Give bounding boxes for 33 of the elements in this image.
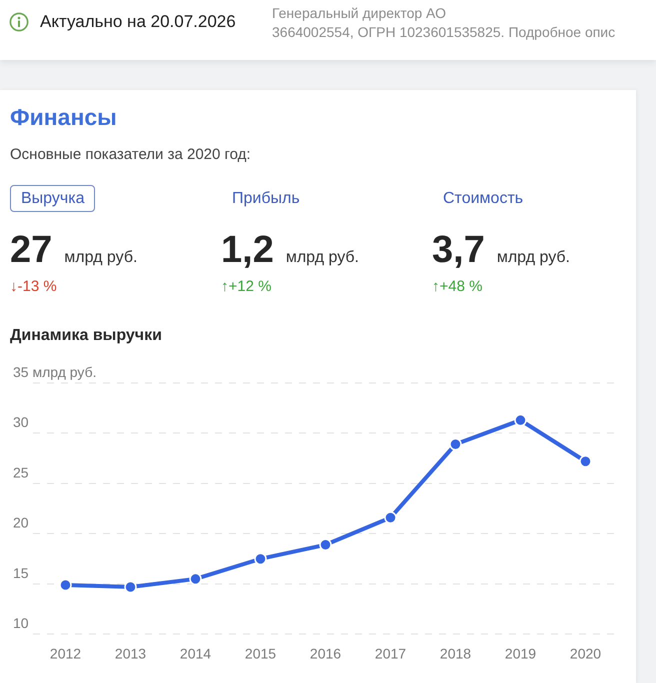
- text: ↑+48 %: [432, 278, 482, 296]
- text: ↑+12 %: [221, 278, 272, 296]
- text: ↓-13 %: [10, 278, 57, 296]
- text: Генеральный директор АО: [272, 4, 446, 23]
- x-tick-label: 2019: [504, 645, 536, 662]
- y-tick-label: 10: [13, 615, 29, 632]
- x-tick-label: 2012: [50, 645, 82, 662]
- x-tick-label: 2016: [310, 645, 342, 662]
- y-tick-label: 25: [13, 464, 29, 480]
- text: 1,2: [221, 229, 274, 271]
- x-tick-label: 2013: [114, 645, 146, 662]
- text: 3,7: [432, 229, 485, 271]
- text: млрд руб.: [496, 249, 570, 266]
- y-tick-label: 15: [13, 564, 29, 581]
- x-tick-label: 2014: [180, 645, 212, 662]
- text: Выручка: [21, 189, 84, 209]
- text: Прибыль: [232, 189, 300, 209]
- x-tick-label: 2018: [440, 645, 472, 662]
- x-tick-label: 2020: [570, 645, 602, 662]
- text: 3664002554, ОГРН 1023601535825. Подробное опис: [272, 23, 616, 42]
- y-tick-label: 20: [13, 514, 29, 531]
- text: Основные показатели за 2020 год:: [10, 146, 251, 164]
- text: Финансы: [10, 103, 117, 131]
- x-tick-label: 2017: [374, 645, 406, 662]
- text: 27: [10, 229, 52, 271]
- text: млрд руб.: [286, 249, 359, 266]
- y-tick-label: 30: [13, 414, 29, 430]
- chart-title: Динамика выручки: [10, 326, 162, 346]
- x-tick-label: 2015: [244, 645, 276, 662]
- text: Стоимость: [443, 189, 524, 209]
- text: Актуально на 20.07.2026: [40, 12, 236, 32]
- text: млрд руб.: [64, 249, 138, 266]
- y-tick-label: 35 млрд руб.: [13, 364, 96, 380]
